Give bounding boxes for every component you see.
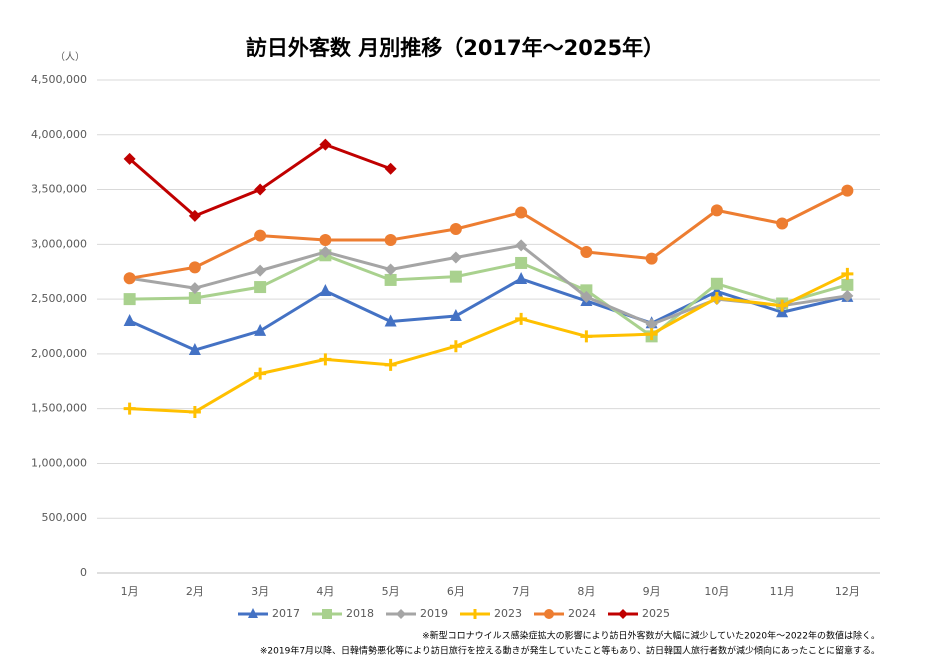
marker	[841, 278, 854, 291]
y-tick-label: 4,000,000	[31, 128, 87, 141]
marker	[515, 206, 528, 219]
marker	[841, 289, 854, 302]
legend-label: 2018	[346, 607, 374, 620]
marker	[515, 239, 528, 252]
y-tick-label: 4,500,000	[31, 73, 87, 86]
marker	[580, 290, 593, 303]
x-tick-label: 1月	[121, 585, 139, 598]
marker	[384, 358, 397, 371]
legend-label: 2023	[494, 607, 522, 620]
x-tick-label: 3月	[251, 585, 269, 598]
marker	[470, 609, 480, 619]
marker	[254, 229, 267, 242]
y-unit: （人）	[55, 51, 85, 63]
marker	[384, 233, 397, 246]
marker	[188, 343, 201, 356]
marker	[515, 256, 528, 269]
x-tick-label: 8月	[577, 585, 595, 598]
marker	[776, 299, 789, 312]
x-tick-label: 5月	[382, 585, 400, 598]
marker	[188, 261, 201, 274]
marker	[449, 308, 462, 321]
marker	[515, 271, 528, 284]
marker	[254, 264, 267, 277]
y-tick-label: 3,000,000	[31, 237, 87, 250]
marker	[449, 270, 462, 283]
marker	[319, 138, 332, 151]
marker	[322, 609, 332, 619]
marker	[841, 184, 854, 197]
marker	[384, 314, 397, 327]
marker	[123, 152, 136, 165]
marker	[776, 217, 789, 230]
marker	[254, 323, 267, 336]
marker	[580, 246, 593, 259]
series-line	[129, 253, 848, 338]
marker	[449, 340, 462, 353]
legend-label: 2019	[420, 607, 448, 620]
marker	[645, 318, 658, 331]
x-tick-label: 11月	[770, 585, 795, 598]
marker	[710, 284, 723, 297]
y-tick-label: 1,000,000	[31, 456, 87, 469]
marker	[449, 222, 462, 235]
marker	[123, 402, 136, 415]
y-tick-label: 2,000,000	[31, 347, 87, 360]
note: ※2019年7月以降、日韓情勢悪化等により訪日旅行を控える動きが発生していたこと…	[260, 645, 880, 657]
marker	[618, 609, 628, 619]
marker	[515, 312, 528, 325]
marker	[188, 282, 201, 295]
marker	[319, 353, 332, 366]
x-tick-label: 9月	[643, 585, 661, 598]
marker	[580, 330, 593, 343]
x-tick-label: 10月	[704, 585, 729, 598]
marker	[384, 162, 397, 175]
marker	[188, 292, 201, 305]
y-tick-label: 3,500,000	[31, 183, 87, 196]
note: ※新型コロナウイルス感染症拡大の影響により訪日外客数が大幅に減少していた2020…	[422, 630, 880, 642]
marker	[319, 233, 332, 246]
x-tick-label: 12月	[835, 585, 860, 598]
marker	[319, 246, 332, 259]
x-tick-label: 4月	[316, 585, 334, 598]
marker	[384, 273, 397, 286]
marker	[645, 252, 658, 265]
marker	[710, 204, 723, 217]
x-tick-label: 7月	[512, 585, 530, 598]
marker	[449, 251, 462, 264]
marker	[254, 281, 267, 294]
marker	[710, 277, 723, 290]
y-tick-label: 500,000	[42, 511, 88, 524]
marker	[254, 367, 267, 380]
marker	[710, 292, 723, 305]
series-line	[129, 272, 849, 414]
y-tick-label: 1,500,000	[31, 402, 87, 415]
marker	[645, 328, 658, 341]
chart-title: 訪日外客数 月別推移（2017年～2025年）	[246, 36, 664, 60]
x-tick-label: 2月	[186, 585, 204, 598]
series-line	[129, 243, 848, 326]
y-tick-label: 2,500,000	[31, 292, 87, 305]
marker	[544, 609, 554, 619]
y-tick-label: 0	[80, 566, 87, 579]
x-tick-label: 6月	[447, 585, 465, 598]
series-line	[128, 143, 392, 218]
legend-label: 2017	[272, 607, 300, 620]
marker	[123, 293, 136, 306]
legend-label: 2025	[642, 607, 670, 620]
marker	[319, 284, 332, 297]
marker	[188, 209, 201, 222]
marker	[123, 272, 136, 285]
marker	[188, 405, 201, 418]
series-line	[129, 277, 848, 352]
legend-label: 2024	[568, 607, 596, 620]
marker	[841, 267, 854, 280]
marker	[396, 609, 406, 619]
series-line	[129, 189, 849, 280]
marker	[254, 183, 267, 196]
marker	[123, 314, 136, 327]
marker	[384, 263, 397, 276]
marker	[248, 608, 258, 618]
